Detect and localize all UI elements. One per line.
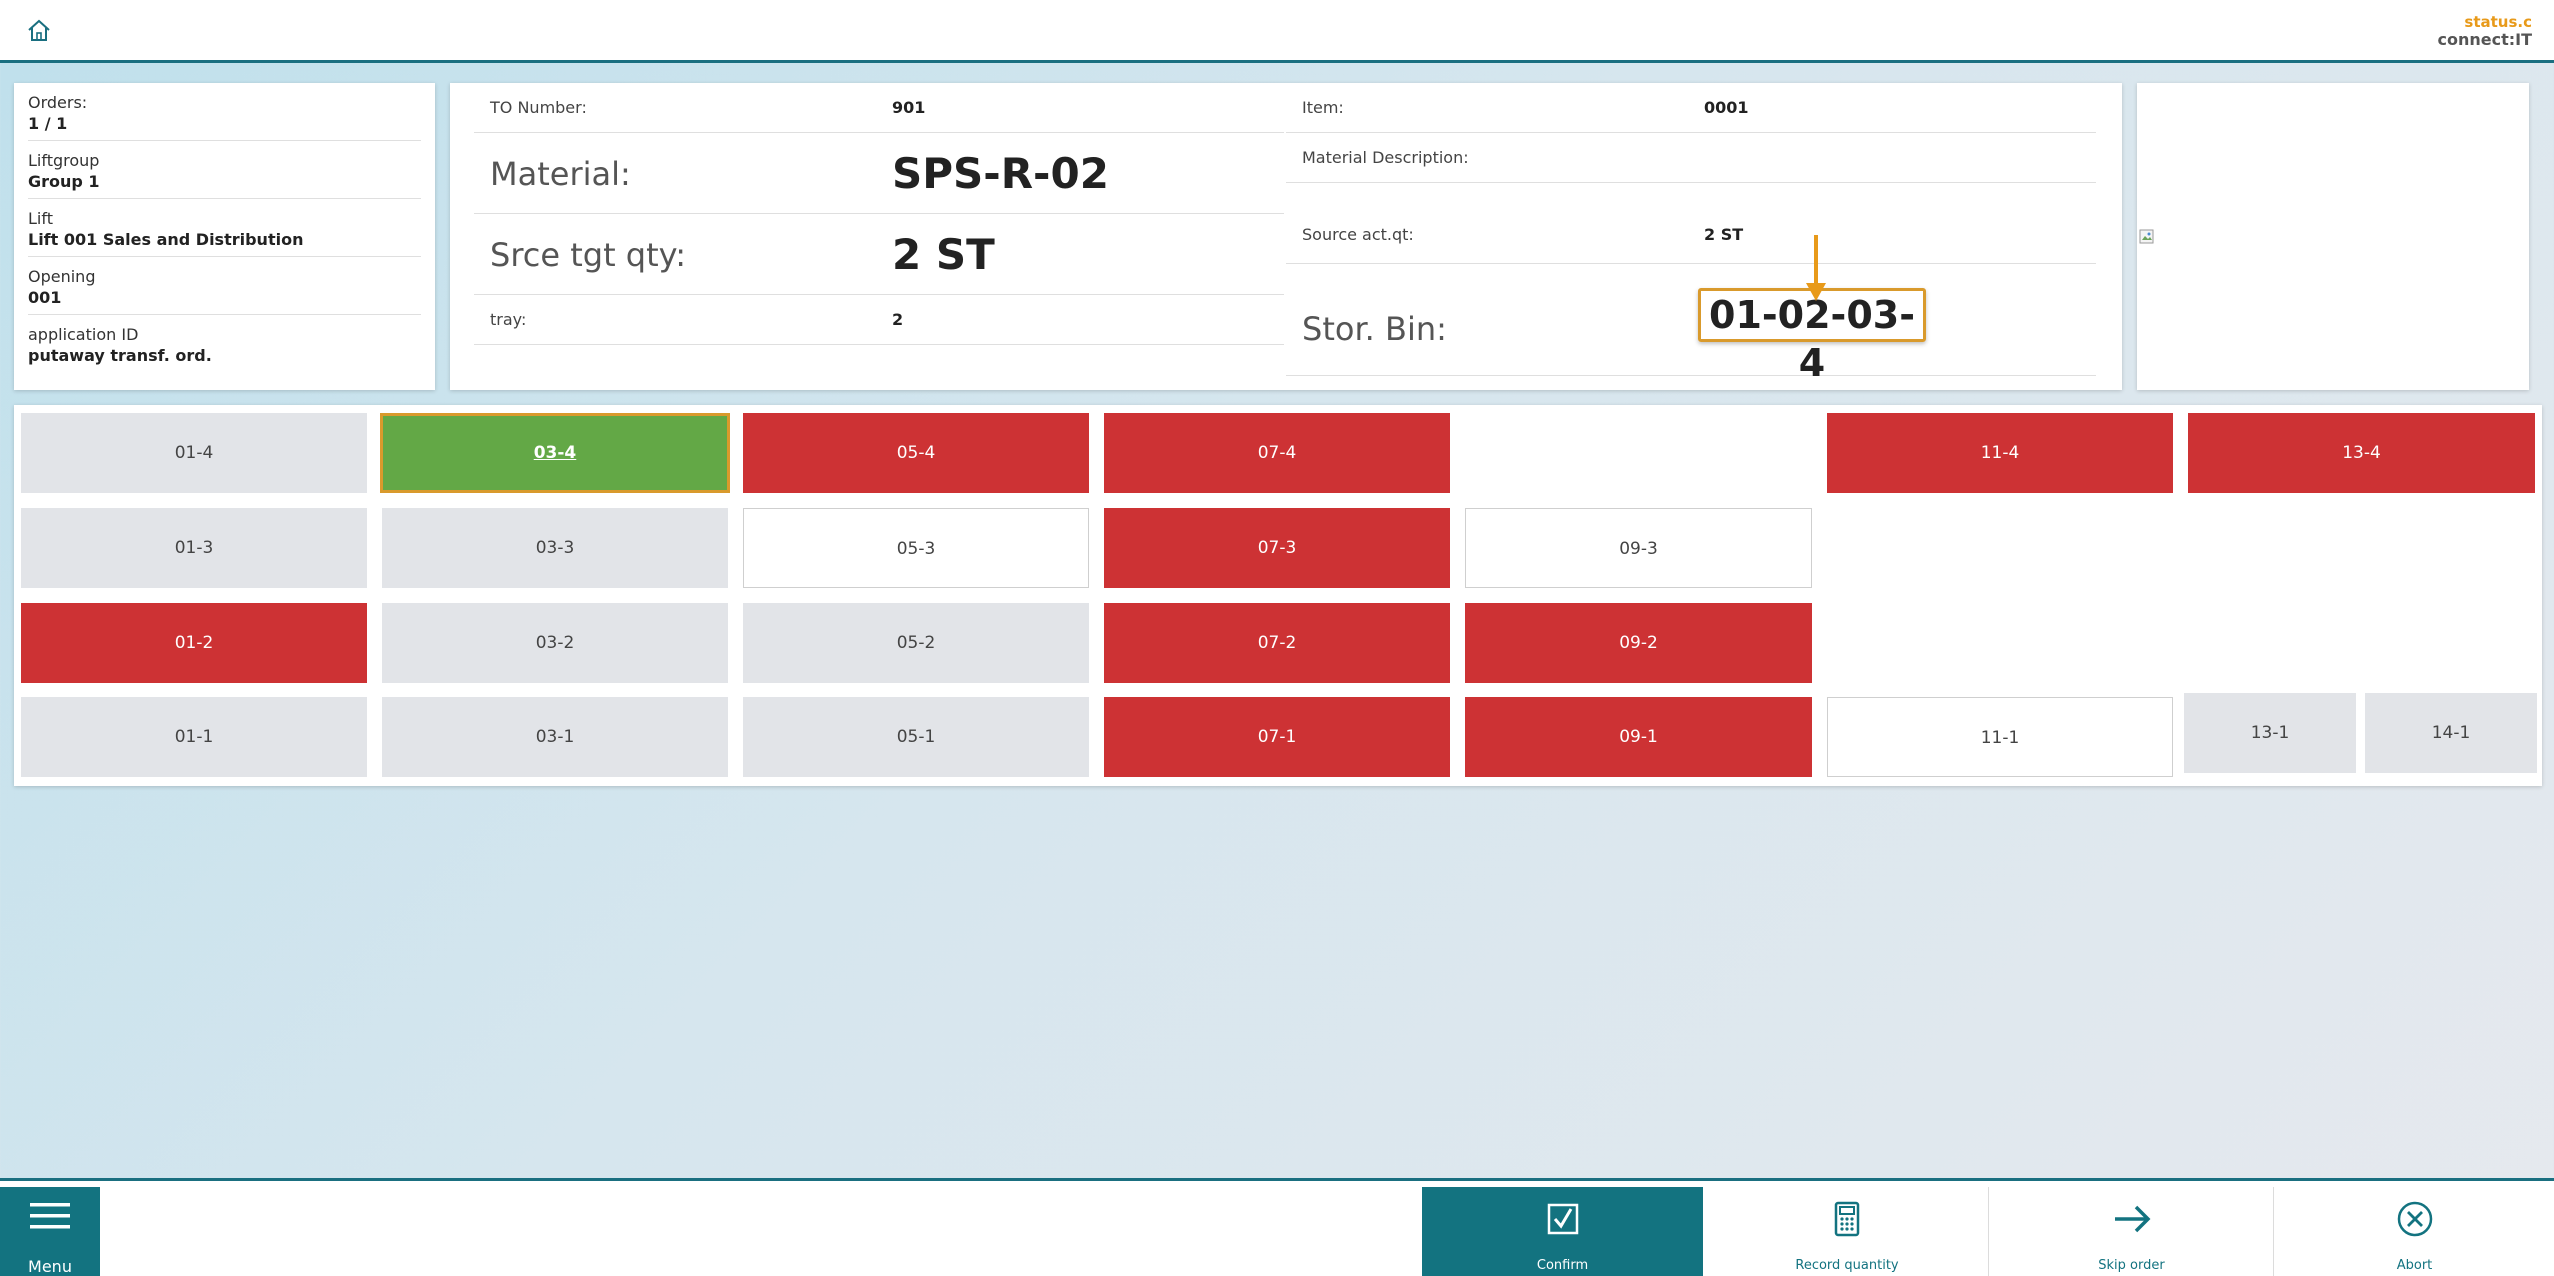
arrow-right-icon [2114,1205,2150,1233]
home-icon[interactable] [26,18,52,44]
bin-cell-03-2[interactable]: 03-2 [382,603,728,683]
info-label: application ID [28,325,139,344]
order-info-panel: Orders: 1 / 1 Liftgroup Group 1 Lift Lif… [14,83,435,390]
material-label: Material: [490,155,631,193]
bin-cell-03-4[interactable]: 03-4 [380,413,730,493]
detail-column-left: TO Number: 901 Material: SPS-R-02 Srce t… [474,83,1284,345]
info-label: Opening [28,267,96,286]
to-number-row: TO Number: 901 [474,83,1284,133]
src-tgt-qty-value: 2 ST [892,230,995,279]
stor-bin-value: 01-02-03-4 [1698,288,1926,385]
order-detail-panel: TO Number: 901 Material: SPS-R-02 Srce t… [450,83,2122,390]
bin-cell-01-4[interactable]: 01-4 [21,413,367,493]
info-label: Lift [28,209,53,228]
bin-cell-09-1[interactable]: 09-1 [1465,697,1812,777]
bin-cell-05-1[interactable]: 05-1 [743,697,1089,777]
material-value: SPS-R-02 [892,149,1109,198]
info-value: 1 / 1 [28,114,68,133]
to-number-label: TO Number: [490,98,587,117]
source-act-qty-row: Source act.qt: 2 ST [1286,183,2096,264]
brand-logo: status.c connect:IT [2437,13,2532,49]
material-desc-label: Material Description: [1302,148,1469,167]
skip-order-button[interactable]: Skip order [1990,1187,2274,1276]
bin-cell-03-3[interactable]: 03-3 [382,508,728,588]
info-value: Lift 001 Sales and Distribution [28,230,304,249]
bin-cell-14-1[interactable]: 14-1 [2365,693,2537,773]
bin-cell-05-2[interactable]: 05-2 [743,603,1089,683]
info-label: Liftgroup [28,151,100,170]
item-value: 0001 [1704,98,1749,117]
confirm-label: Confirm [1536,1258,1589,1273]
material-desc-row: Material Description: [1286,133,2096,183]
to-number-value: 901 [892,98,926,117]
src-tgt-qty-row: Srce tgt qty: 2 ST [474,214,1284,295]
bin-cell-07-2[interactable]: 07-2 [1104,603,1450,683]
record-quantity-button[interactable]: Record quantity [1706,1187,1989,1276]
bin-cell-13-1[interactable]: 13-1 [2184,693,2356,773]
source-act-qty-value: 2 ST [1704,225,1744,244]
bin-cell-01-2[interactable]: 01-2 [21,603,367,683]
confirm-button[interactable]: Confirm [1422,1187,1703,1276]
menu-label: Menu [28,1257,72,1276]
bin-cell-05-4[interactable]: 05-4 [743,413,1089,493]
item-row: Item: 0001 [1286,83,2096,133]
detail-column-right: Item: 0001 Material Description: Source … [1286,83,2096,385]
bin-cell-07-1[interactable]: 07-1 [1104,697,1450,777]
bin-cell-09-2[interactable]: 09-2 [1465,603,1812,683]
info-value: Group 1 [28,172,100,191]
bin-cell-01-1[interactable]: 01-1 [21,697,367,777]
info-value: 001 [28,288,62,307]
info-opening: Opening 001 [28,257,421,315]
bin-grid: 01-4 03-4 05-4 07-4 11-4 13-4 01-3 03-3 … [14,405,2542,786]
bin-cell-07-4[interactable]: 07-4 [1104,413,1450,493]
brand-line2: connect:IT [2437,30,2532,49]
bin-cell-11-1[interactable]: 11-1 [1827,697,2173,777]
info-value: putaway transf. ord. [28,346,212,365]
menu-button[interactable]: Menu [0,1187,100,1276]
abort-button[interactable]: Abort [2275,1187,2554,1276]
checkbox-check-icon [1547,1203,1578,1235]
item-label: Item: [1302,98,1344,117]
bin-cell-07-3[interactable]: 07-3 [1104,508,1450,588]
footer-toolbar: Menu Confirm Record quantity Skip order [0,1178,2554,1276]
info-liftgroup: Liftgroup Group 1 [28,141,421,199]
src-tgt-qty-label: Srce tgt qty: [490,236,687,274]
tray-label: tray: [490,310,527,329]
broken-image-icon [2139,229,2154,244]
close-circle-icon [2397,1201,2432,1237]
brand-line1: status.c [2464,13,2532,31]
bin-cell-01-3[interactable]: 01-3 [21,508,367,588]
arrow-down-icon [1806,235,1826,301]
source-act-qty-label: Source act.qt: [1302,225,1414,244]
calculator-icon [1834,1201,1860,1237]
bin-cell-05-3[interactable]: 05-3 [743,508,1089,588]
header-bar: status.c connect:IT [0,0,2554,63]
abort-label: Abort [2396,1258,2433,1273]
tray-row: tray: 2 [474,295,1284,345]
hamburger-icon [30,1203,70,1229]
info-lift: Lift Lift 001 Sales and Distribution [28,199,421,257]
bin-cell-13-4[interactable]: 13-4 [2188,413,2535,493]
info-orders: Orders: 1 / 1 [28,83,421,141]
tray-value: 2 [892,310,904,329]
record-quantity-label: Record quantity [1795,1258,1899,1273]
stor-bin-row: Stor. Bin: 01-02-03-4 [1286,264,2096,385]
info-label: Orders: [28,93,88,112]
stor-bin-label: Stor. Bin: [1302,310,1447,348]
image-panel [2137,83,2529,390]
material-row: Material: SPS-R-02 [474,133,1284,214]
skip-order-label: Skip order [2098,1258,2165,1273]
bin-cell-09-3[interactable]: 09-3 [1465,508,1812,588]
info-application-id: application ID putaway transf. ord. [28,315,421,373]
bin-cell-03-1[interactable]: 03-1 [382,697,728,777]
bin-cell-11-4[interactable]: 11-4 [1827,413,2173,493]
